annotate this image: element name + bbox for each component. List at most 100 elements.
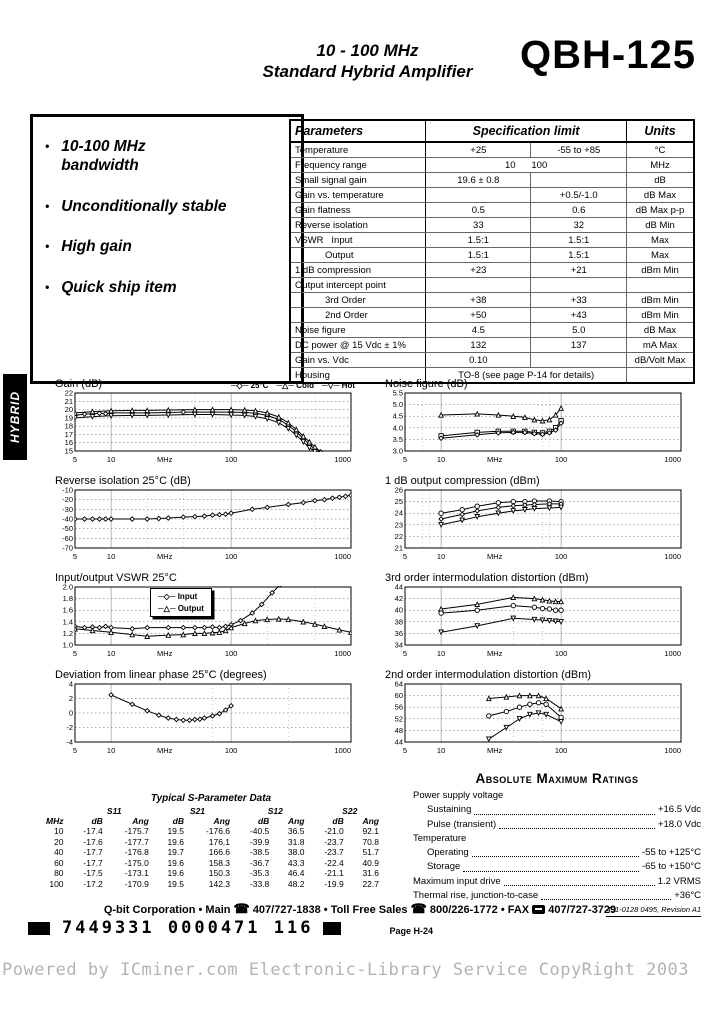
spec-value-temp-range: 0.6 [530, 202, 628, 218]
spec-param: Gain vs. Vdc [289, 352, 427, 368]
barcode-end-block [323, 921, 342, 935]
feature-item: • Unconditionally stable [45, 197, 291, 216]
sparam-value: 19.5 [167, 826, 184, 837]
svg-text:64: 64 [395, 681, 403, 689]
svg-text:-70: -70 [62, 544, 73, 553]
sparam-value: -175.0 [124, 857, 149, 868]
spec-units: dB/Volt Max [626, 352, 695, 368]
spec-param: Gain flatness [289, 202, 427, 218]
sparam-table-head: S11 S21 S12 S22 MHz dB Ang dB Ang dB Ang dB Ang [35, 806, 387, 826]
svg-text:52: 52 [395, 714, 403, 723]
svg-text:100: 100 [225, 649, 238, 658]
abs-max-value: -65 to +150°C [642, 861, 701, 873]
svg-text:10: 10 [107, 455, 115, 464]
svg-text:MHz: MHz [157, 455, 173, 464]
sparam-value: 22.7 [362, 878, 379, 889]
chart-title: 3rd order intermodulation distortion (dB… [385, 572, 589, 584]
header-subtitle: 10 - 100 MHz Standard Hybrid Amplifier [235, 40, 500, 83]
sparam-value: -176.6 [205, 826, 231, 837]
svg-text:2: 2 [69, 694, 73, 703]
spec-value-temp-range: +0.5/-1.0 [530, 187, 628, 203]
abs-max-label: Thermal rise, junction-to-case [413, 889, 539, 901]
chart-reverse-isolation: Reverse isolation 25°C (dB) -10 -20 -30 -40… [55, 474, 355, 568]
spec-value-25c: +38 [425, 292, 532, 308]
svg-text:36: 36 [395, 629, 403, 638]
spec-value-25c: +25 [425, 141, 532, 158]
svg-text:MHz: MHz [487, 552, 503, 561]
chart-vswr: Input/output VSWR 25°C 2.0 1.8 1.6 1.4 1.2 1.… [55, 571, 355, 665]
chart-title: 1 dB output compression (dBm) [385, 475, 540, 487]
spec-row: 1 dB compression +23 +21 dBm Min [289, 262, 695, 278]
sparam-mhz: 10 [54, 826, 64, 837]
abs-max-label: Pulse (transient) [427, 818, 497, 830]
svg-text:17: 17 [65, 430, 73, 439]
sparam-value: 166.6 [208, 847, 231, 858]
spec-param: 2nd Order [289, 307, 427, 323]
revision-underline [606, 916, 701, 917]
spec-value-temp-range: -55 to +85 [530, 141, 628, 158]
svg-text:4: 4 [69, 681, 73, 689]
spec-units [626, 367, 695, 384]
svg-text:5: 5 [403, 746, 407, 755]
leader-dots [541, 899, 672, 900]
spec-value-25c: 1.5:1 [425, 247, 532, 263]
chart-phase-deviation: Deviation from linear phase 25°C (degree… [55, 668, 355, 762]
svg-text:MHz: MHz [157, 746, 173, 755]
chart-series [485, 710, 565, 743]
chart-series [438, 615, 565, 636]
sparam-group-row: S11 S21 S12 S22 [35, 806, 387, 816]
spec-param: 3rd Order [289, 292, 427, 308]
chart-legend: ─◇─ 25°C ─△─ Cold ─▽─ Hot [231, 382, 355, 390]
svg-text:40: 40 [395, 606, 403, 615]
chart-compression: 1 dB output compression (dBm) 26 25 24 23 22… [385, 474, 685, 568]
sparam-subheader: Ang [213, 816, 231, 826]
svg-text:1.4: 1.4 [63, 617, 73, 626]
chart-plot: 64 60 56 52 48 445 10 MHz 100 1000 [395, 680, 682, 755]
sparam-mhz-header: MHz [46, 816, 64, 826]
spec-value-25c: 19.6 ± 0.8 [425, 172, 532, 188]
spec-value-25c: 4.5 [425, 322, 532, 338]
svg-text:1000: 1000 [334, 649, 351, 658]
abs-max-label: Sustaining [427, 804, 472, 816]
svg-text:MHz: MHz [487, 455, 503, 464]
chart-series [438, 404, 565, 424]
sparam-value: 19.6 [167, 857, 184, 868]
svg-text:100: 100 [555, 552, 568, 561]
spec-value-25c [425, 187, 532, 203]
sparam-subheader: Ang [287, 816, 305, 826]
spec-units: °C [626, 141, 695, 158]
sparam-value: -21.0 [324, 826, 344, 837]
spec-row: Reverse isolation 33 32 dB Min [289, 217, 695, 233]
svg-text:56: 56 [395, 703, 403, 712]
sparam-group-label: S22 [342, 806, 358, 816]
chart-series [108, 692, 234, 724]
chart-series [486, 700, 564, 721]
header-subtitle-line1: 10 - 100 MHz [316, 41, 419, 60]
spec-row: Small signal gain 19.6 ± 0.8 dB [289, 172, 695, 188]
sparam-mhz: 40 [54, 847, 64, 858]
chart-series [485, 692, 565, 712]
chart-title: 2nd order intermodulation distortion (dB… [385, 669, 592, 681]
chart-gain: Gain (dB) ─◇─ 25°C ─△─ Cold ─▽─ Hot 22 21 20 1… [55, 377, 355, 471]
sparam-subheader: dB [332, 816, 344, 826]
sparam-row: 80 -17.5 -173.1 19.6 150.3 -35.3 46.4 -21.1 31.6 [35, 868, 387, 879]
abs-max-rows: Power supply voltage Sustaining +16.5 Vdc P… [413, 789, 701, 903]
sparam-value: -35.3 [249, 868, 270, 879]
sparam-row: 40 -17.7 -176.8 19.7 166.6 -38.5 38.0 -23.7 51.7 [35, 847, 387, 858]
svg-text:5: 5 [73, 746, 77, 755]
svg-text:19: 19 [65, 413, 73, 422]
spec-units: dBm Min [626, 262, 695, 278]
footer-fax-number: 407/727-3729 [548, 904, 617, 916]
sparam-value: -39.9 [249, 836, 270, 847]
abs-max-row: Power supply voltage [413, 789, 701, 803]
sparam-value: 36.5 [287, 826, 305, 837]
svg-text:5.5: 5.5 [393, 390, 403, 398]
sparam-mhz: 60 [54, 857, 64, 868]
svg-text:5: 5 [73, 552, 77, 561]
svg-text:1.8: 1.8 [63, 594, 73, 603]
svg-text:MHz: MHz [157, 552, 173, 561]
spec-param: DC power @ 15 Vdc ± 1% [289, 337, 427, 353]
svg-text:60: 60 [395, 691, 403, 700]
sparam-group-label: S21 [189, 806, 205, 816]
svg-text:MHz: MHz [487, 746, 503, 755]
